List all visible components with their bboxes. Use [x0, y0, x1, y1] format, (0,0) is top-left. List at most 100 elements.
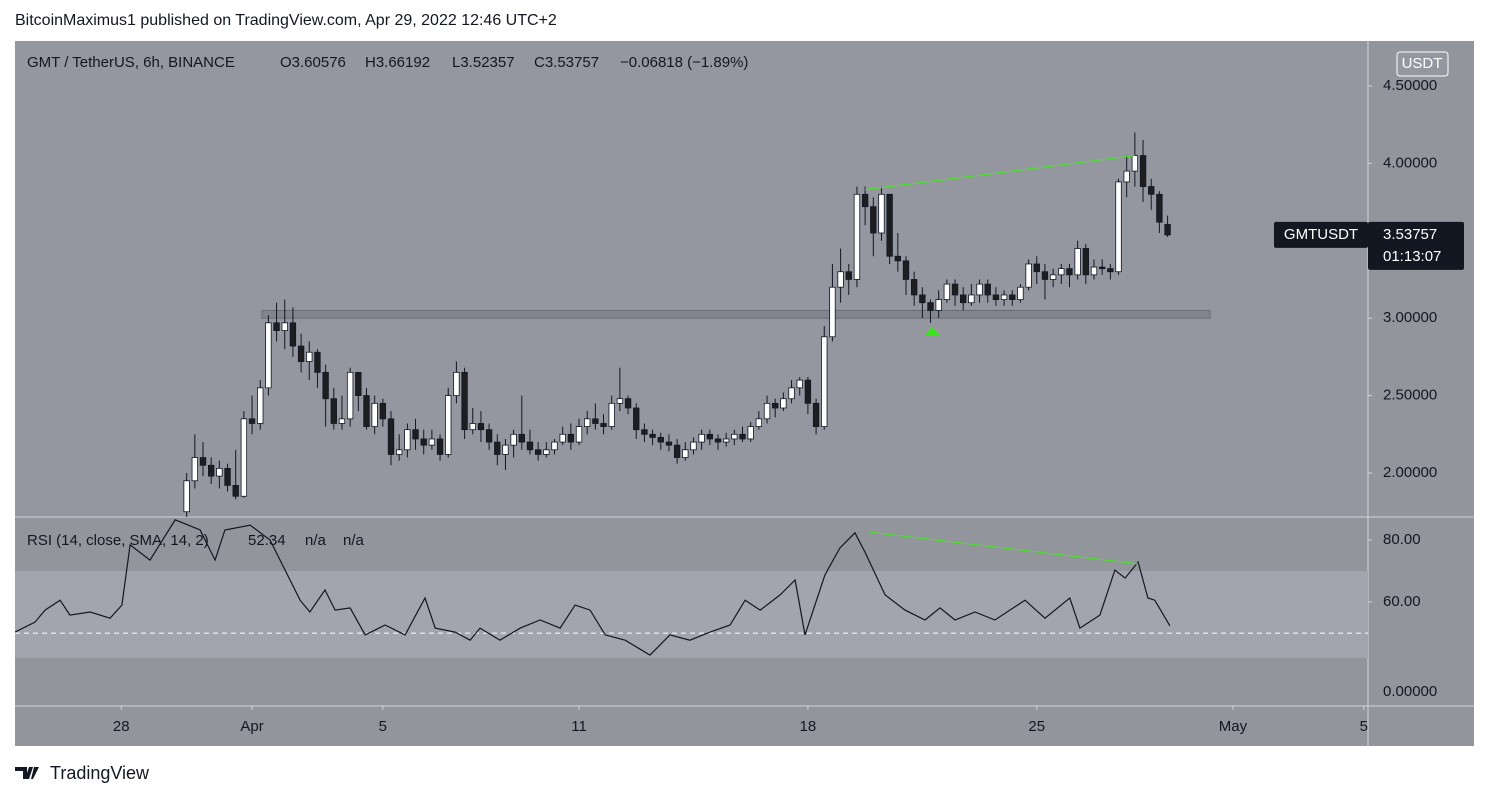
- candle-body: [273, 322, 280, 331]
- y-tick-label: 4.50000: [1383, 77, 1437, 94]
- currency-box[interactable]: [1396, 51, 1449, 77]
- candle-body: [567, 433, 575, 443]
- candle-body: [289, 322, 297, 347]
- candle-body: [208, 464, 215, 477]
- candle-body: [870, 206, 877, 234]
- ohlc-value: O3.60576: [280, 54, 346, 71]
- candle-body: [960, 294, 967, 304]
- candle-body: [191, 457, 199, 482]
- rsi-band: [15, 571, 1368, 658]
- candle-body: [1164, 223, 1171, 236]
- candle-body: [919, 294, 926, 304]
- candle-body: [1156, 193, 1163, 223]
- candle-body: [1090, 266, 1098, 276]
- candle-body: [927, 302, 934, 311]
- candle-body: [1000, 294, 1008, 300]
- bar-countdown: 01:13:07: [1383, 248, 1441, 265]
- tradingview-logo: [15, 767, 39, 779]
- candle-body: [387, 418, 395, 455]
- candle-body: [624, 398, 632, 409]
- candle-body: [306, 351, 313, 362]
- candle-body: [232, 485, 239, 497]
- scale-label: 0.00000: [1383, 683, 1437, 700]
- candle-body: [992, 294, 1000, 300]
- candle-body: [780, 398, 787, 409]
- candle-body: [633, 407, 640, 431]
- candle-body: [976, 283, 983, 296]
- candle-body: [657, 437, 664, 443]
- candle-body: [1017, 286, 1024, 300]
- candle-body: [445, 395, 452, 455]
- candle-body: [453, 371, 460, 396]
- symbol-badge: [1274, 221, 1368, 248]
- candle-body: [412, 429, 419, 440]
- candle-body: [1131, 155, 1139, 172]
- candle-body: [608, 402, 615, 427]
- candle-body: [543, 449, 550, 455]
- candle-body: [682, 449, 689, 458]
- publish-header: BitcoinMaximus1 published on TradingView…: [15, 12, 557, 29]
- price-badge-value: 3.53757: [1383, 226, 1437, 243]
- candle-body: [1098, 266, 1106, 270]
- y-tick-label: 80.00: [1383, 531, 1421, 548]
- candle-body: [314, 351, 321, 373]
- candle-body: [673, 444, 681, 458]
- candle-body: [346, 371, 354, 420]
- indicator-na: n/a: [343, 532, 365, 549]
- candle-body: [396, 449, 403, 455]
- candle-body: [240, 418, 248, 497]
- candle-body: [935, 299, 942, 311]
- candle-body: [575, 426, 583, 443]
- candle-body: [257, 387, 264, 424]
- candle-body: [788, 387, 795, 400]
- candle-body: [379, 402, 387, 420]
- candle-body: [731, 433, 738, 440]
- candle-body: [755, 418, 763, 427]
- candle-body: [878, 193, 885, 234]
- x-tick-label: May: [1219, 718, 1248, 735]
- indicator-value: 52.34: [248, 532, 286, 549]
- candle-body: [461, 371, 468, 431]
- candle-body: [665, 441, 673, 446]
- candle-body: [690, 441, 697, 451]
- bounce-marker: [924, 326, 941, 336]
- candle-body: [494, 441, 501, 455]
- candle-body: [829, 286, 836, 338]
- x-tick-label: 18: [800, 718, 817, 735]
- candle-body: [199, 457, 207, 466]
- candle-body: [248, 418, 256, 424]
- candle-body: [216, 467, 223, 477]
- candle-body: [722, 438, 730, 443]
- ohlc-value: −0.06818 (−1.89%): [620, 54, 748, 71]
- x-tick-label: 5: [1360, 718, 1368, 735]
- candle-body: [1041, 271, 1049, 280]
- ohlc-value: H3.66192: [365, 54, 430, 71]
- candle-body: [698, 433, 705, 443]
- candle-body: [297, 345, 305, 362]
- candle-body: [1074, 248, 1081, 276]
- candle-body: [616, 398, 624, 404]
- candle-body: [902, 260, 910, 280]
- candle-body: [551, 441, 558, 451]
- candle-body: [485, 429, 493, 443]
- candle-body: [404, 429, 411, 451]
- candle-body: [183, 480, 190, 513]
- candle-body: [886, 193, 893, 257]
- candle-body: [812, 402, 820, 427]
- currency-label: USDT: [1402, 55, 1443, 72]
- candle-body: [1082, 248, 1090, 276]
- ohlc-value: L3.52357: [452, 54, 515, 71]
- candle-body: [853, 193, 861, 280]
- candle-body: [338, 418, 346, 424]
- ohlc-value: C3.53757: [534, 54, 599, 71]
- price-pane: [15, 41, 1368, 517]
- candle-body: [436, 438, 444, 455]
- candle-body: [1115, 181, 1122, 273]
- candle-body: [714, 438, 722, 443]
- price-layer: [183, 132, 1211, 517]
- y-tick-label: 60.00: [1383, 593, 1421, 610]
- candle-body: [747, 426, 754, 440]
- candle-body: [837, 271, 844, 288]
- candle-body: [584, 418, 591, 427]
